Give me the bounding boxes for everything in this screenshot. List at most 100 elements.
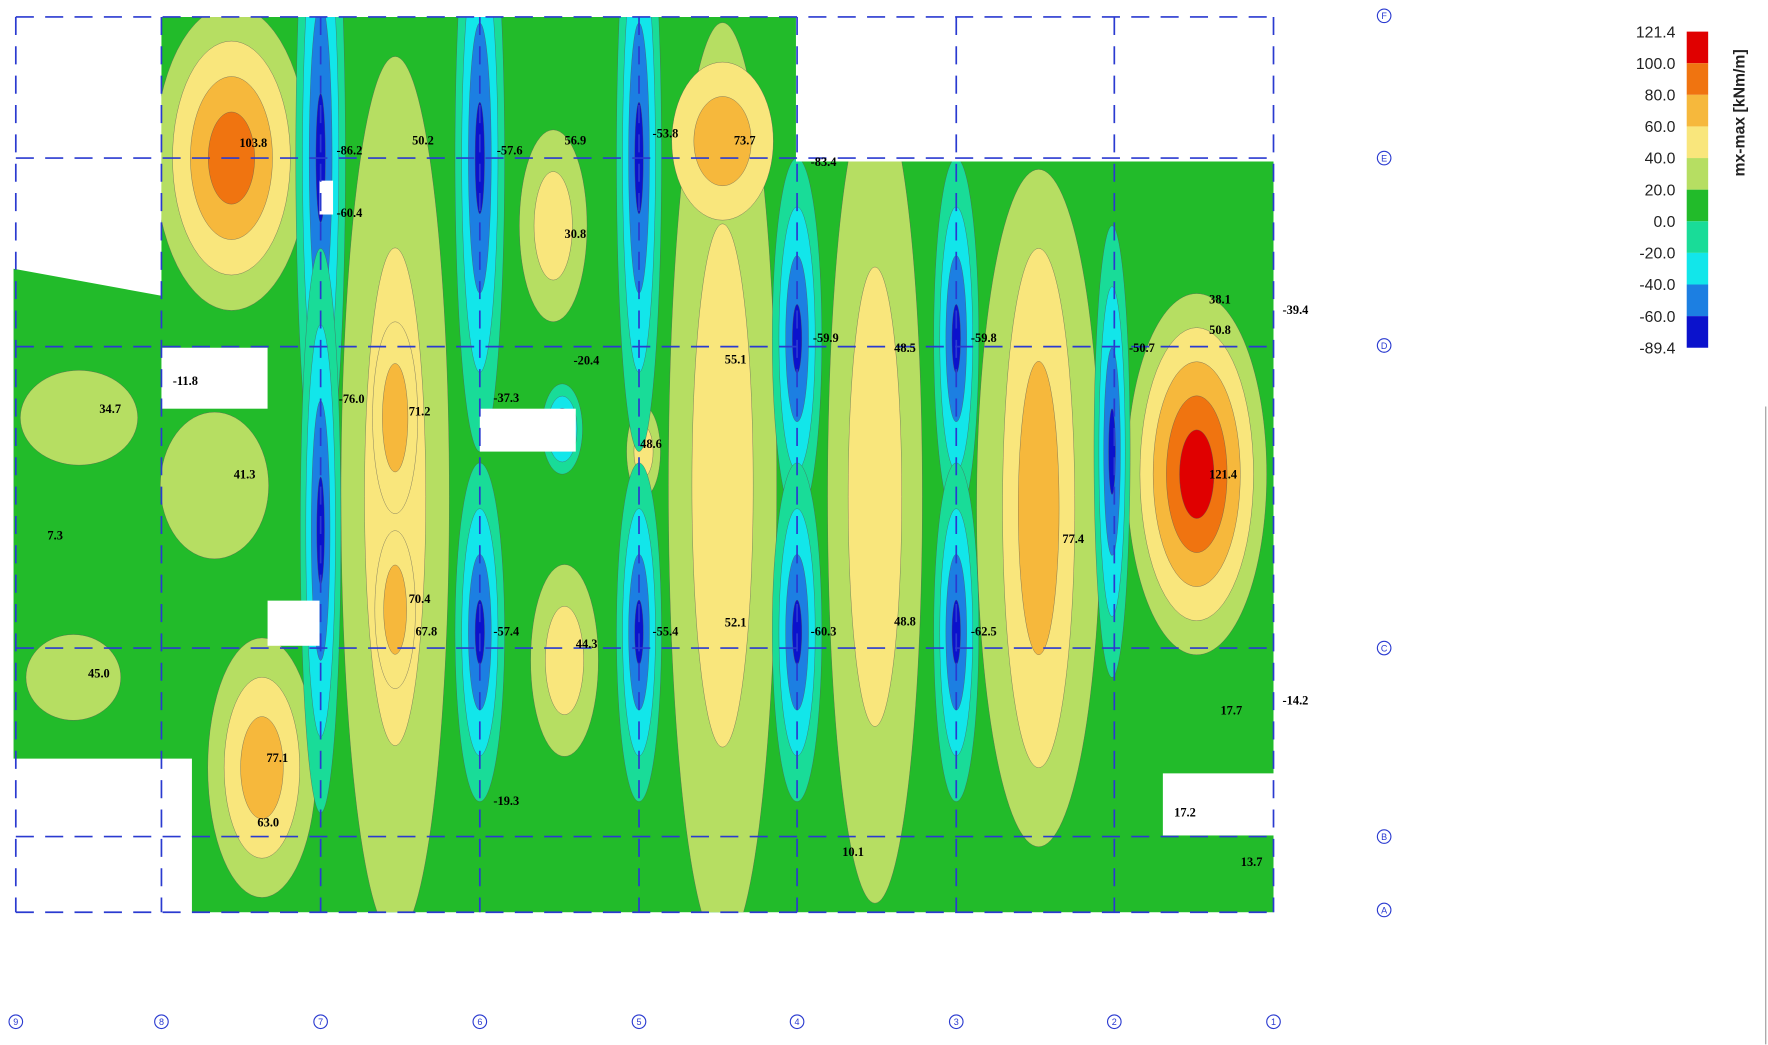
value-label: 17.7 bbox=[1220, 704, 1242, 718]
legend-label: -60.0 bbox=[1639, 309, 1675, 326]
legend-swatch bbox=[1686, 158, 1709, 190]
value-label: 10.1 bbox=[842, 845, 864, 859]
axis-bubble bbox=[948, 1014, 964, 1030]
axis-bubble bbox=[1376, 150, 1392, 166]
value-label: -55.4 bbox=[653, 625, 679, 639]
axis-bubble bbox=[154, 1014, 169, 1030]
axis-label: 1 bbox=[1271, 1017, 1276, 1027]
axis-bubble bbox=[1376, 902, 1392, 918]
contour-band bbox=[160, 411, 269, 560]
contour-band bbox=[691, 223, 754, 748]
axis-bubble bbox=[1376, 8, 1392, 24]
contour-band bbox=[240, 716, 284, 820]
value-label: -57.6 bbox=[497, 144, 523, 158]
axis-bubble bbox=[1266, 1014, 1281, 1030]
value-label: 34.7 bbox=[99, 402, 121, 416]
value-label: 77.1 bbox=[266, 751, 288, 765]
value-label: 7.3 bbox=[47, 529, 63, 543]
axis-label: 6 bbox=[477, 1017, 482, 1027]
axis-label: 5 bbox=[637, 1017, 642, 1027]
value-label: -57.4 bbox=[493, 625, 519, 639]
value-label: 121.4 bbox=[1209, 468, 1237, 482]
legend-swatch bbox=[1686, 189, 1709, 222]
value-label: 67.8 bbox=[415, 625, 437, 639]
legend-label: 0.0 bbox=[1653, 214, 1675, 231]
legend-label: -40.0 bbox=[1639, 277, 1675, 294]
value-label: 70.4 bbox=[409, 592, 431, 606]
contour-band bbox=[533, 171, 573, 281]
legend-label: 100.0 bbox=[1636, 56, 1676, 73]
contour-band bbox=[382, 363, 409, 473]
legend-swatch bbox=[1686, 126, 1709, 159]
axis-label: F bbox=[1381, 11, 1387, 21]
value-label: 48.6 bbox=[640, 437, 662, 451]
legend-swatch bbox=[1686, 31, 1709, 64]
value-label: -60.4 bbox=[336, 206, 362, 220]
value-label: -20.4 bbox=[574, 354, 600, 368]
value-label: -83.4 bbox=[811, 155, 837, 169]
openings bbox=[161, 180, 1274, 836]
axis-label: 2 bbox=[1112, 1017, 1117, 1027]
axis-bubble bbox=[1376, 829, 1392, 844]
value-label: -14.2 bbox=[1283, 693, 1309, 707]
axis-label: 9 bbox=[13, 1017, 18, 1027]
legend-label: -89.4 bbox=[1639, 340, 1675, 357]
contour-band bbox=[1108, 408, 1116, 495]
axis-label: D bbox=[1381, 341, 1388, 351]
value-label: -86.2 bbox=[336, 144, 362, 158]
grid bbox=[14, 16, 1275, 914]
axis-bubble bbox=[1376, 640, 1392, 656]
value-label: 50.2 bbox=[412, 134, 434, 148]
value-label: 73.7 bbox=[734, 134, 756, 148]
contour-band bbox=[693, 96, 752, 186]
value-label: -19.3 bbox=[493, 794, 519, 808]
axis-bubble bbox=[313, 1014, 328, 1030]
legend-title: mx-max [kNm/m] bbox=[1731, 49, 1748, 176]
value-label: 48.8 bbox=[894, 614, 916, 628]
value-label: -39.4 bbox=[1283, 303, 1309, 317]
axis-bubble bbox=[1376, 338, 1392, 353]
axis-label: 7 bbox=[318, 1017, 323, 1027]
value-label: -62.5 bbox=[971, 625, 997, 639]
value-label: 30.8 bbox=[564, 227, 586, 241]
value-label: 56.9 bbox=[564, 134, 586, 148]
contour-band bbox=[1179, 429, 1215, 519]
value-label: -53.8 bbox=[653, 127, 679, 141]
value-label: 44.3 bbox=[576, 637, 598, 651]
contour-band bbox=[847, 266, 902, 727]
value-label: 38.1 bbox=[1209, 293, 1231, 307]
legend-swatch bbox=[1686, 252, 1709, 285]
legend-label: 20.0 bbox=[1645, 182, 1676, 199]
value-label: -50.7 bbox=[1129, 341, 1155, 355]
value-label: 103.8 bbox=[239, 136, 267, 150]
value-label: 52.1 bbox=[725, 616, 747, 630]
axis-label: 8 bbox=[159, 1017, 164, 1027]
contour-band bbox=[20, 370, 138, 466]
axis-label: 4 bbox=[795, 1017, 800, 1027]
value-label: 77.4 bbox=[1062, 532, 1084, 546]
value-label: 71.2 bbox=[409, 404, 431, 418]
legend-swatch bbox=[1686, 316, 1709, 348]
legend-swatch bbox=[1686, 221, 1709, 253]
axis-label: 3 bbox=[954, 1017, 959, 1027]
value-label: 63.0 bbox=[257, 815, 279, 829]
value-label: -76.0 bbox=[339, 392, 365, 406]
contour-band bbox=[545, 606, 584, 715]
axis-bubble bbox=[8, 1014, 24, 1030]
value-label: -60.3 bbox=[811, 625, 837, 639]
axis-label: E bbox=[1381, 153, 1387, 163]
axis-label: A bbox=[1381, 905, 1387, 915]
contour-band bbox=[383, 564, 407, 655]
axis-bubble bbox=[631, 1014, 647, 1030]
legend-label: 60.0 bbox=[1645, 119, 1676, 136]
axis-bubble bbox=[789, 1014, 805, 1030]
legend-label: -20.0 bbox=[1639, 246, 1675, 263]
value-label: -11.8 bbox=[173, 374, 198, 388]
contour-band bbox=[25, 634, 121, 721]
axis-label: B bbox=[1381, 832, 1387, 842]
legend-label: 40.0 bbox=[1645, 151, 1676, 168]
legend-swatch bbox=[1686, 63, 1709, 95]
axis-bubble bbox=[1106, 1014, 1122, 1030]
